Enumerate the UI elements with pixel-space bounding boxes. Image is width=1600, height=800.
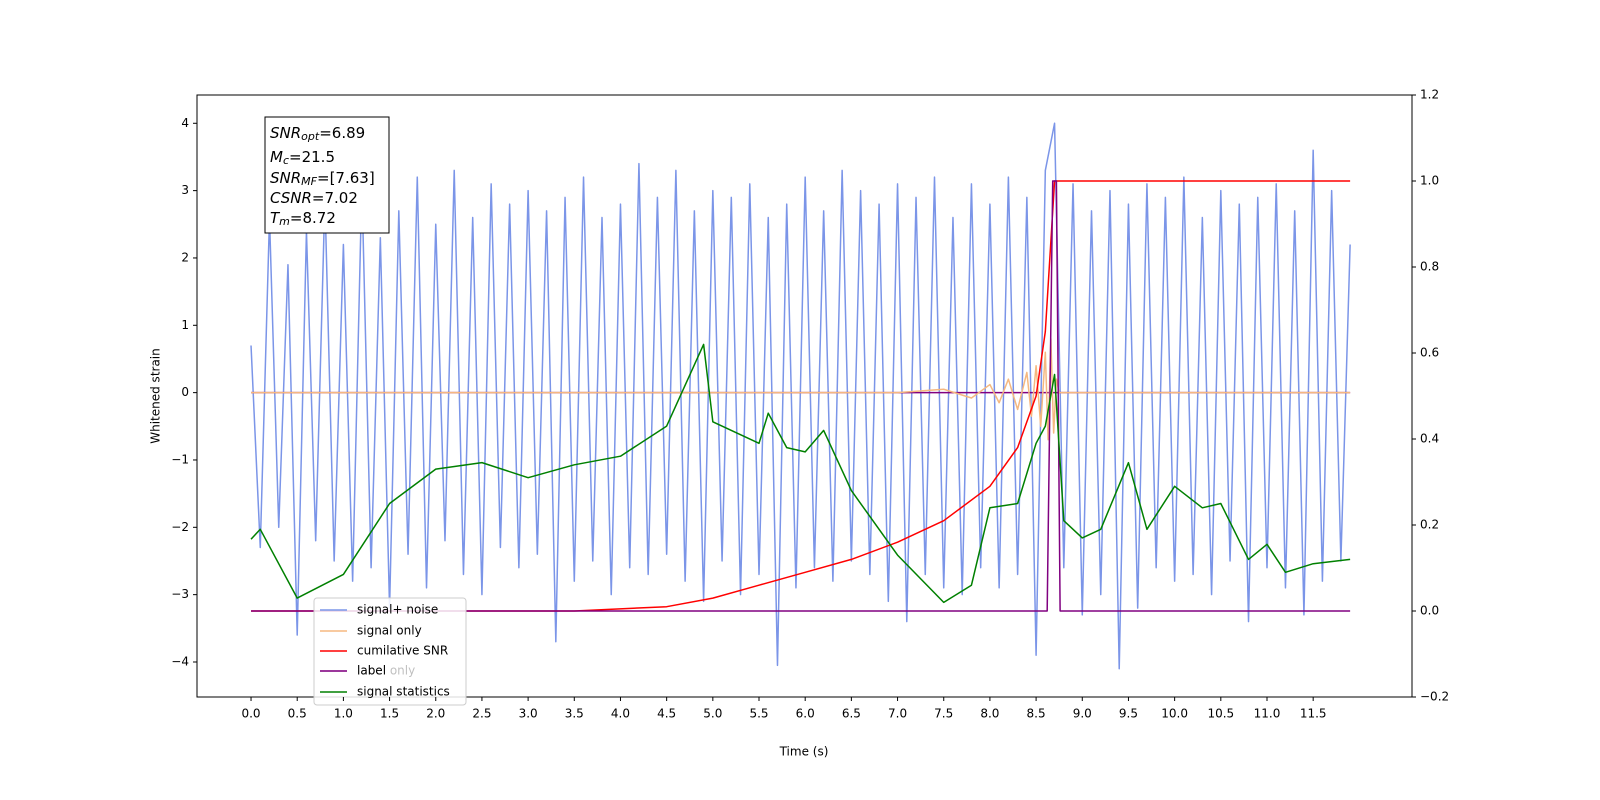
y2-tick-label: 1.2 xyxy=(1420,88,1439,102)
y2-tick-label: −0.2 xyxy=(1420,690,1449,704)
series-line xyxy=(251,180,1351,612)
legend-label: signal statistics xyxy=(357,685,450,699)
y-tick-label: −1 xyxy=(171,452,189,466)
x-tick-label: 2.0 xyxy=(426,707,445,721)
series-line xyxy=(250,122,1351,670)
y2-tick-label: 0.8 xyxy=(1420,260,1439,274)
y-tick-label: −2 xyxy=(171,520,189,534)
legend xyxy=(313,597,467,706)
y-tick-label: −3 xyxy=(171,587,189,601)
annotation-value: =6.89 xyxy=(319,124,365,142)
series-line xyxy=(251,180,1351,612)
legend-label: label xyxy=(357,664,386,678)
legend-label: signal only xyxy=(357,624,422,638)
x-tick-label: 8.0 xyxy=(980,707,999,721)
x-tick-label: 5.5 xyxy=(749,707,768,721)
annotation-symbol: SNR xyxy=(270,124,301,142)
x-axis-label: Time (s) xyxy=(779,745,829,759)
x-tick-label: 9.0 xyxy=(1073,707,1092,721)
x-tick-label: 10.0 xyxy=(1161,707,1188,721)
x-tick-label: 7.5 xyxy=(934,707,953,721)
annotation-symbol: SNR xyxy=(270,169,301,187)
x-tick-label: 8.5 xyxy=(1027,707,1046,721)
x-tick-label: 7.0 xyxy=(888,707,907,721)
annotation-value: =8.72 xyxy=(290,209,336,227)
annotation-symbol: M xyxy=(270,148,283,166)
annotation-subscript: c xyxy=(283,154,289,167)
annotation-subscript: opt xyxy=(301,130,320,143)
y-tick-label: 3 xyxy=(181,183,189,197)
annotation-subscript: m xyxy=(279,215,290,228)
annotation-symbol: CSNR xyxy=(270,189,312,207)
y-tick-label: 2 xyxy=(181,250,189,264)
y-tick-label: 0 xyxy=(181,385,189,399)
annotation-subscript: MF xyxy=(301,175,317,188)
annotation-value: =21.5 xyxy=(289,148,335,166)
x-tick-label: 0.5 xyxy=(288,707,307,721)
y2-tick-label: 0.6 xyxy=(1420,346,1439,360)
y-tick-label: 4 xyxy=(181,116,189,130)
x-tick-label: 6.0 xyxy=(796,707,815,721)
x-tick-label: 4.0 xyxy=(611,707,630,721)
y2-tick-label: 1.0 xyxy=(1420,174,1439,188)
plot-area xyxy=(250,122,1351,670)
y2-tick-label: 0.4 xyxy=(1420,432,1439,446)
x-tick-label: 1.5 xyxy=(380,707,399,721)
x-tick-label: 2.5 xyxy=(472,707,491,721)
x-tick-label: 5.0 xyxy=(703,707,722,721)
x-tick-label: 3.0 xyxy=(519,707,538,721)
legend-label: cumilative SNR xyxy=(357,644,448,658)
annotation-line: SNRMF=[7.63] xyxy=(270,169,375,189)
series-line xyxy=(250,343,1351,604)
y-tick-label: 1 xyxy=(181,318,189,332)
annotation-box xyxy=(264,116,390,234)
legend-label: signal+ noise xyxy=(357,603,438,617)
annotation-line: Mc=21.5 xyxy=(270,148,335,168)
annotation-line: SNRopt=6.89 xyxy=(270,124,365,144)
x-tick-label: 9.5 xyxy=(1119,707,1138,721)
y-tick-label: −4 xyxy=(171,654,189,668)
x-tick-label: 0.0 xyxy=(241,707,260,721)
y-axis-label: Whitened strain xyxy=(149,348,163,444)
legend-label: label only xyxy=(357,664,415,678)
annotation: SNRopt=6.89Mc=21.5SNRMF=[7.63]CSNR=7.02T… xyxy=(270,124,375,229)
y2-tick-label: 0.2 xyxy=(1420,518,1439,532)
x-tick-label: 11.5 xyxy=(1300,707,1327,721)
x-tick-label: 1.0 xyxy=(334,707,353,721)
x-tick-label: 10.5 xyxy=(1207,707,1234,721)
annotation-value: =7.02 xyxy=(312,189,358,207)
axes-frame xyxy=(196,94,1413,698)
annotation-value: =[7.63] xyxy=(317,169,375,187)
annotation-symbol: T xyxy=(270,209,281,227)
y2-tick-label: 0.0 xyxy=(1420,604,1439,618)
series-line xyxy=(251,338,1351,441)
legend-entries: signal+ noise signal only cumilative SNR la… xyxy=(320,603,450,699)
annotation-line: Tm=8.72 xyxy=(270,209,336,229)
x-tick-label: 11.0 xyxy=(1254,707,1281,721)
annotation-line: CSNR=7.02 xyxy=(270,189,358,207)
x-tick-label: 4.5 xyxy=(657,707,676,721)
x-tick-label: 6.5 xyxy=(842,707,861,721)
x-tick-label: 3.5 xyxy=(565,707,584,721)
